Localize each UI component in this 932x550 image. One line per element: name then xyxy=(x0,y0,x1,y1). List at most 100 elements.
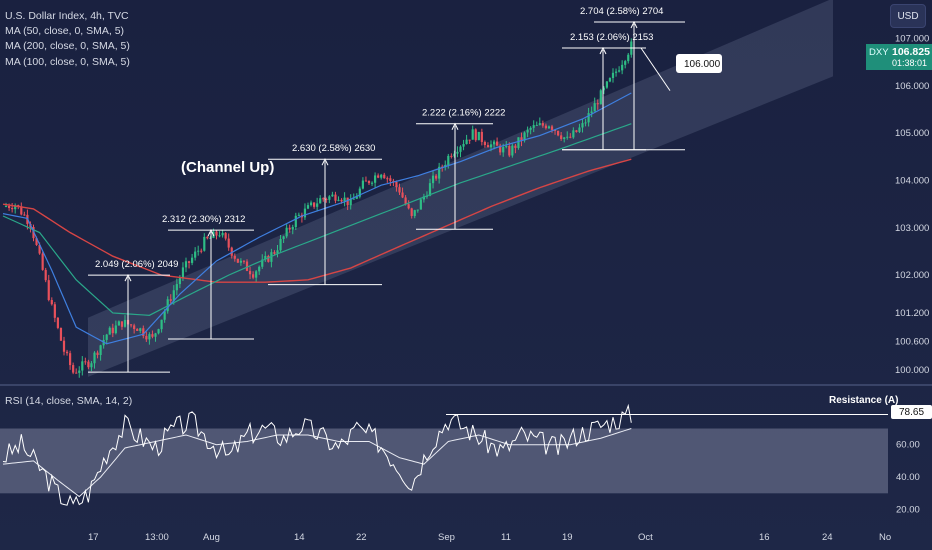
badge-countdown: 01:38:01 xyxy=(892,58,928,68)
candle-body xyxy=(499,145,502,153)
rsi-ma-line xyxy=(2,428,632,498)
candle-body xyxy=(172,290,175,301)
candle-body xyxy=(502,147,505,153)
candle-body xyxy=(303,208,307,218)
indicator-legend: U.S. Dollar Index, 4h, TVC MA (50, close… xyxy=(5,9,130,70)
candle-body xyxy=(419,199,422,210)
candle-body xyxy=(239,260,242,263)
candle-body xyxy=(590,111,593,114)
target-label: 106.000 xyxy=(684,59,721,70)
candle-body xyxy=(187,261,191,263)
candle-body xyxy=(130,324,133,326)
candle-body xyxy=(96,352,99,356)
rsi-tick-label: 20.00 xyxy=(896,505,920,516)
rsi-legend[interactable]: RSI (14, close, SMA, 14, 2) xyxy=(5,395,133,407)
candle-body xyxy=(511,145,514,156)
candle-body xyxy=(404,197,407,205)
candle-body xyxy=(197,250,200,252)
candle-body xyxy=(294,215,297,227)
candle-body xyxy=(62,340,66,352)
candle-body xyxy=(41,253,44,270)
candle-body xyxy=(468,139,471,141)
candle-body xyxy=(69,353,72,366)
resistance-label: Resistance (A) xyxy=(829,395,899,406)
symbol-title[interactable]: U.S. Dollar Index, 4h, TVC xyxy=(5,10,129,22)
ma100-legend[interactable]: MA (100, close, 0, SMA, 5) xyxy=(5,55,130,68)
candle-body xyxy=(145,335,148,340)
candle-body xyxy=(184,261,188,268)
candle-body xyxy=(84,361,87,363)
x-tick-label: Sep xyxy=(438,532,455,543)
candle-body xyxy=(35,238,38,245)
candle-body xyxy=(331,194,334,197)
candle-body xyxy=(252,274,255,278)
ma50-legend[interactable]: MA (50, close, 0, SMA, 5) xyxy=(5,25,125,38)
candle-body xyxy=(255,271,258,278)
candle-body xyxy=(541,123,544,126)
candle-body xyxy=(578,127,581,132)
measure-label: 2.049 (2.06%) 2049 xyxy=(95,259,178,270)
candle-body xyxy=(453,153,456,157)
candle-body xyxy=(614,71,618,73)
x-tick-label: 17 xyxy=(88,532,99,543)
ma50-line xyxy=(2,92,632,345)
measure-arrowhead xyxy=(124,274,132,282)
target-box xyxy=(676,54,722,73)
candle-body xyxy=(483,141,486,146)
candle-body xyxy=(508,146,511,156)
channel-band xyxy=(88,0,833,377)
measure-arrowhead xyxy=(321,158,329,166)
candle-body xyxy=(386,178,389,180)
candle-body xyxy=(90,363,93,368)
candle-body xyxy=(59,327,63,341)
candle-body xyxy=(194,251,197,258)
candle-body xyxy=(557,130,560,136)
candle-body xyxy=(367,180,371,184)
measure-label: 2.153 (2.06%) 2153 xyxy=(570,32,653,43)
candle-body xyxy=(526,129,529,133)
candle-body xyxy=(17,205,20,207)
candle-body xyxy=(72,365,75,373)
candle-body xyxy=(99,345,102,356)
candle-body xyxy=(383,174,386,179)
candle-body xyxy=(78,370,81,373)
candle-body xyxy=(203,236,206,251)
candle-body xyxy=(53,304,56,318)
last-price-badge: DXY 106.825 01:38:01 xyxy=(866,44,932,70)
candle-body xyxy=(581,123,584,128)
ma200-legend[interactable]: MA (200, close, 0, SMA, 5) xyxy=(5,40,130,53)
candle-body xyxy=(492,141,496,145)
currency-button[interactable]: USD xyxy=(890,4,926,28)
candle-body xyxy=(288,227,291,230)
candle-body xyxy=(550,126,554,130)
y-tick-label: 104.000 xyxy=(895,175,929,186)
candle-body xyxy=(569,136,572,138)
candle-body xyxy=(23,214,26,216)
candle-body xyxy=(489,144,493,148)
ma100-line xyxy=(2,123,632,316)
candle-body xyxy=(355,196,358,199)
candle-body xyxy=(276,250,279,254)
y-tick-label: 103.000 xyxy=(895,223,929,234)
candle-body xyxy=(410,208,413,216)
measure-arrowhead xyxy=(630,20,638,29)
candle-body xyxy=(377,175,380,178)
candle-body xyxy=(547,126,551,129)
candle-body xyxy=(389,178,392,181)
x-tick-label: 22 xyxy=(356,532,367,543)
candle-body xyxy=(47,280,50,301)
candle-body xyxy=(361,180,364,189)
candle-body xyxy=(154,333,157,337)
candle-body xyxy=(471,129,474,140)
candle-body xyxy=(358,188,361,197)
candle-body xyxy=(181,267,185,278)
y-tick-label: 101.200 xyxy=(895,308,929,319)
x-tick-label: 11 xyxy=(501,532,511,543)
rsi-tick-label: 40.00 xyxy=(896,472,920,483)
candle-body xyxy=(572,130,575,138)
candle-body xyxy=(334,194,337,201)
candle-body xyxy=(428,183,432,196)
candle-body xyxy=(523,132,526,141)
candle-body xyxy=(392,180,395,182)
